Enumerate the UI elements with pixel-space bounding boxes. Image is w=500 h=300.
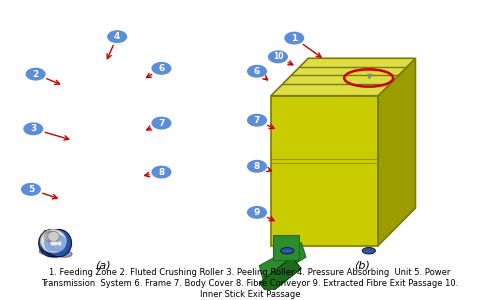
Text: 9: 9 xyxy=(254,208,260,217)
Circle shape xyxy=(248,160,266,172)
Text: (a): (a) xyxy=(96,261,111,271)
Text: 7: 7 xyxy=(158,118,164,127)
Circle shape xyxy=(248,65,266,77)
Ellipse shape xyxy=(48,251,62,257)
Ellipse shape xyxy=(46,231,58,242)
Polygon shape xyxy=(271,58,416,96)
Ellipse shape xyxy=(38,230,64,257)
Polygon shape xyxy=(378,58,416,245)
Text: 6: 6 xyxy=(158,64,164,73)
Circle shape xyxy=(248,207,266,218)
Circle shape xyxy=(22,184,40,195)
Polygon shape xyxy=(48,234,56,239)
Circle shape xyxy=(152,117,171,129)
Text: 2: 2 xyxy=(32,70,38,79)
Text: 1: 1 xyxy=(291,34,298,43)
Polygon shape xyxy=(274,236,299,260)
Circle shape xyxy=(152,63,171,74)
Text: 3: 3 xyxy=(30,124,36,133)
Text: 4: 4 xyxy=(114,32,120,41)
Ellipse shape xyxy=(50,248,64,254)
Ellipse shape xyxy=(48,235,62,251)
Text: 5: 5 xyxy=(28,185,34,194)
Ellipse shape xyxy=(42,230,68,257)
Ellipse shape xyxy=(40,230,66,253)
Ellipse shape xyxy=(44,231,56,242)
Text: 10: 10 xyxy=(272,52,283,61)
Polygon shape xyxy=(271,96,378,245)
Ellipse shape xyxy=(44,235,59,251)
Ellipse shape xyxy=(362,248,376,254)
Ellipse shape xyxy=(39,248,53,254)
Ellipse shape xyxy=(42,240,56,253)
Polygon shape xyxy=(260,257,302,295)
Text: 7: 7 xyxy=(254,116,260,125)
Ellipse shape xyxy=(48,231,60,242)
Text: 1. Feeding Zone 2. Fluted Crushing Roller 3. Peeling Roller 4. Pressure Absorbin: 1. Feeding Zone 2. Fluted Crushing Rolle… xyxy=(50,268,450,277)
Text: Transmission  System 6. Frame 7. Body Cover 8. Fibre Conveyor 9. Extracted Fibre: Transmission System 6. Frame 7. Body Cov… xyxy=(42,279,459,288)
Circle shape xyxy=(24,123,42,135)
Text: (b): (b) xyxy=(354,261,370,271)
Circle shape xyxy=(152,166,171,178)
Polygon shape xyxy=(260,243,306,283)
Ellipse shape xyxy=(52,235,66,251)
Polygon shape xyxy=(45,246,66,249)
Text: 8: 8 xyxy=(158,168,164,177)
Ellipse shape xyxy=(58,251,72,257)
Ellipse shape xyxy=(281,248,294,254)
Circle shape xyxy=(26,68,45,80)
Text: 6: 6 xyxy=(254,67,260,76)
Circle shape xyxy=(108,31,126,42)
Circle shape xyxy=(285,32,304,44)
Text: Inner Stick Exit Passage: Inner Stick Exit Passage xyxy=(200,290,300,299)
Text: 8: 8 xyxy=(254,162,260,171)
Circle shape xyxy=(248,114,266,126)
Circle shape xyxy=(268,51,287,63)
Ellipse shape xyxy=(46,230,72,257)
